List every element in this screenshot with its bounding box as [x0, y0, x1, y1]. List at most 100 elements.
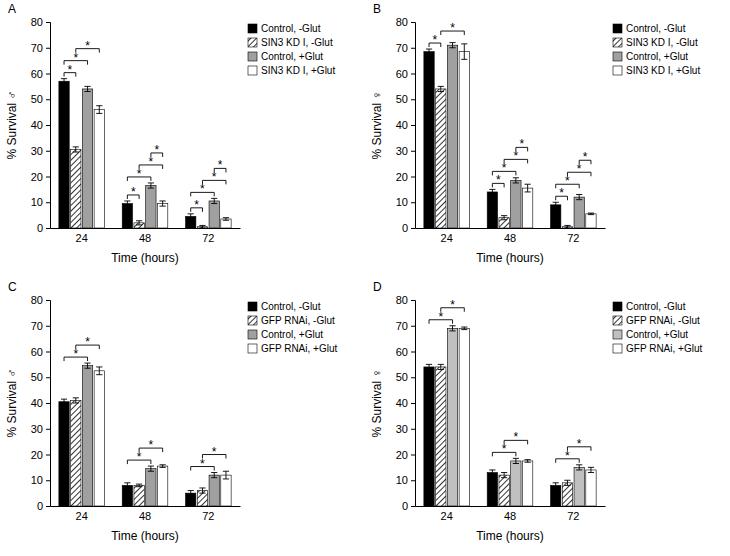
tick-mark [46, 480, 50, 481]
error-bar [489, 470, 495, 475]
error-bar [588, 467, 594, 472]
bar [94, 110, 104, 228]
significance-label: * [137, 167, 142, 181]
bar-series [94, 106, 231, 228]
bar [574, 467, 584, 506]
error-bar [160, 465, 166, 468]
bar [459, 328, 469, 506]
tick-label: 70 [396, 320, 408, 332]
bar [586, 470, 596, 506]
bar [551, 205, 561, 228]
bar [487, 192, 497, 228]
significance-label: * [194, 198, 199, 212]
bar [122, 204, 132, 228]
y-tick: 30 [396, 423, 415, 435]
legend-label: Control, -Glut [261, 301, 321, 312]
tick-label: 50 [396, 93, 408, 105]
error-bar [426, 49, 432, 54]
bar [157, 204, 167, 228]
tick-mark [411, 177, 415, 178]
legend-item: Control, -Glut [248, 23, 321, 34]
legend-item: GFP RNAi, -Glut [613, 315, 700, 326]
tick-label: 48 [139, 510, 151, 522]
error-bar [148, 183, 154, 188]
tick-label: 80 [31, 294, 43, 306]
x-axis-title: Time (hours) [476, 251, 544, 265]
y-tick: 60 [31, 68, 50, 80]
significance-label: * [438, 310, 443, 324]
legend-swatch [613, 316, 622, 325]
significance-label: * [502, 161, 507, 175]
bar [499, 475, 509, 506]
error-bar [188, 491, 194, 496]
x-tick: 24 [441, 228, 453, 244]
legend-item: Control, +Glut [613, 51, 688, 62]
legend-item: GFP RNAi, +Glut [613, 343, 702, 354]
error-bar [438, 86, 444, 91]
error-bar [426, 364, 432, 369]
error-bar [148, 466, 154, 471]
axis-line [416, 228, 606, 229]
tick-label: 80 [396, 16, 408, 28]
plot-area: 01020304050607080244872****** [31, 294, 241, 522]
bar [459, 52, 469, 228]
legend-swatch [613, 302, 622, 311]
tick-label: 60 [31, 68, 43, 80]
bar [586, 214, 596, 228]
y-axis-title: % Survival ♀ [370, 90, 384, 159]
panel: 01020304050607080244872**********Time (h… [370, 2, 700, 265]
significance-label: * [218, 158, 223, 172]
x-axis-title: Time (hours) [111, 251, 179, 265]
annotations: ********** [429, 21, 591, 200]
significance-label: * [433, 33, 438, 47]
tick-label: 20 [31, 171, 43, 183]
legend-swatch [613, 52, 622, 61]
error-bar [449, 326, 455, 331]
significance-label: * [450, 298, 455, 312]
y-axis: 01020304050607080 [396, 294, 416, 512]
error-bar [188, 214, 194, 219]
tick-mark [411, 480, 415, 481]
tick-mark [411, 74, 415, 75]
error-bar [501, 216, 507, 220]
panel-title: D [373, 280, 382, 294]
y-tick: 10 [31, 196, 50, 208]
y-tick: 50 [31, 93, 50, 105]
error-bar [525, 184, 531, 192]
legend-label: GFP RNAi, +Glut [626, 343, 702, 354]
y-tick: 20 [31, 171, 50, 183]
bar [424, 52, 434, 228]
tick-mark [46, 506, 50, 507]
error-bar [199, 488, 205, 493]
legend-item: SIN3 KD I, -Glut [613, 37, 698, 48]
y-tick: 80 [396, 294, 415, 306]
legend-item: SIN3 KD I, +Glut [613, 65, 700, 76]
tick-label: 50 [31, 93, 43, 105]
tick-label: 24 [441, 232, 453, 244]
x-axis: 244872 [416, 228, 606, 244]
error-bar [564, 225, 570, 228]
x-tick: 72 [202, 228, 214, 244]
y-tick: 50 [31, 371, 50, 383]
error-bar [96, 367, 102, 375]
x-tick: 48 [504, 506, 516, 522]
error-bar [576, 465, 582, 470]
legend-swatch [613, 330, 622, 339]
y-tick: 30 [396, 145, 415, 157]
panel: 01020304050607080244872******Time (hours… [370, 280, 702, 543]
tick-mark [46, 202, 50, 203]
x-axis-title: Time (hours) [476, 529, 544, 543]
legend-label: Control, +Glut [626, 51, 688, 62]
y-tick: 10 [396, 474, 415, 486]
tick-mark [46, 377, 50, 378]
tick-label: 48 [139, 232, 151, 244]
x-tick: 24 [76, 506, 88, 522]
tick-label: 50 [31, 371, 43, 383]
error-bar [461, 44, 467, 59]
error-bar [124, 483, 130, 488]
bar [94, 371, 104, 506]
tick-label: 10 [396, 196, 408, 208]
tick-mark [46, 22, 50, 23]
tick-label: 40 [31, 397, 43, 409]
tick-mark [411, 228, 415, 229]
